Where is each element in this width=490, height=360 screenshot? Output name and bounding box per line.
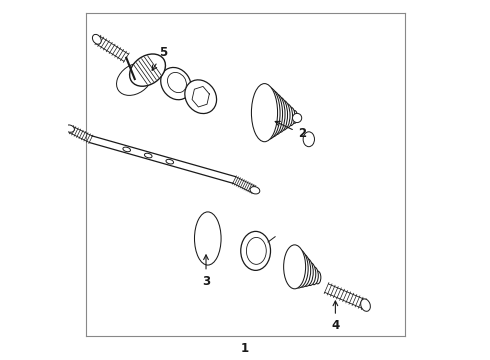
Ellipse shape [287,107,295,126]
Ellipse shape [198,222,214,253]
Ellipse shape [289,249,308,288]
Ellipse shape [200,227,210,247]
Ellipse shape [299,258,313,286]
Text: 1: 1 [241,342,249,355]
Ellipse shape [161,67,191,100]
Ellipse shape [303,132,315,147]
Ellipse shape [93,35,101,44]
Ellipse shape [195,212,221,265]
Text: 2: 2 [275,121,306,140]
Ellipse shape [168,72,186,93]
Text: 3: 3 [202,255,210,288]
Ellipse shape [277,100,290,130]
Polygon shape [90,136,235,183]
Text: 5: 5 [152,46,168,70]
Ellipse shape [315,271,321,284]
Ellipse shape [293,113,302,123]
Text: 4: 4 [331,301,340,332]
Ellipse shape [199,225,212,250]
Ellipse shape [123,147,130,152]
Ellipse shape [284,245,306,289]
Ellipse shape [309,267,318,285]
Ellipse shape [197,220,216,256]
Ellipse shape [145,153,152,158]
Ellipse shape [251,84,277,142]
Ellipse shape [196,215,219,262]
Ellipse shape [241,231,270,270]
Ellipse shape [262,90,283,137]
Ellipse shape [282,104,293,128]
Ellipse shape [65,125,74,132]
Ellipse shape [201,230,208,244]
Ellipse shape [196,217,217,259]
Ellipse shape [185,80,217,113]
Ellipse shape [130,54,166,86]
Ellipse shape [292,111,297,123]
Ellipse shape [294,253,311,287]
Ellipse shape [246,238,266,264]
Ellipse shape [361,299,370,311]
Ellipse shape [117,63,152,95]
Ellipse shape [267,94,285,135]
Ellipse shape [304,262,316,285]
Ellipse shape [256,87,280,139]
Ellipse shape [250,186,260,194]
Ellipse shape [166,159,173,164]
Ellipse shape [271,97,288,132]
